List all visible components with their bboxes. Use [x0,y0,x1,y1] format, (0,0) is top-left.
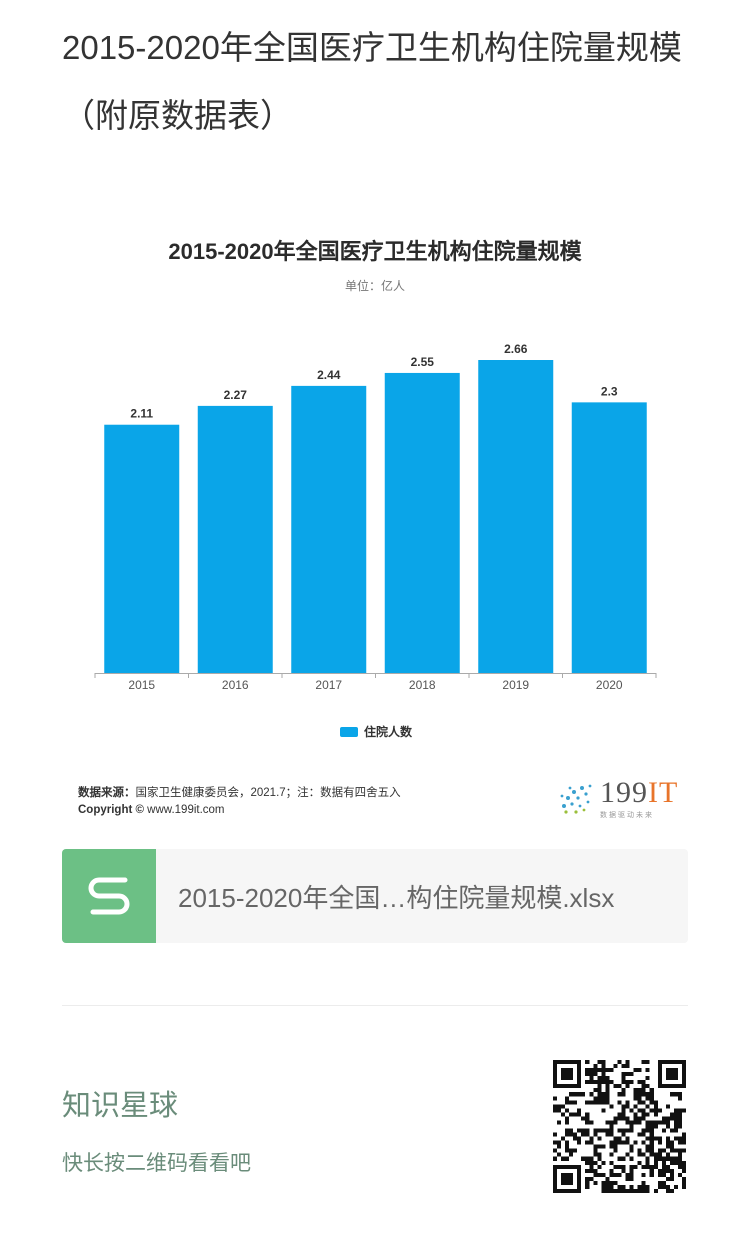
copyright-url: www.199it.com [147,804,225,816]
article-title: 2015-2020年全国医疗卫生机构住院量规模（附原数据表） [62,29,682,134]
bar-2019 [478,360,554,673]
attachment-file-card[interactable]: 2015-2020年全国…构住院量规模.xlsx [62,849,688,943]
attachment-file-name: 2015-2020年全国…构住院量规模.xlsx [178,882,615,913]
bar-chart: 2.11 2015 2.27 2016 2.44 2017 2.55 2018 2.66 2019… [94,342,657,692]
data-source-text: 国家卫生健康委员会，2021.7；注：数据有四舍五入 [135,787,401,799]
x-tick-label-2019: 2019 [502,678,529,692]
promo-hint: 快长按二维码看看吧 [62,1152,251,1175]
x-tick-label-2018: 2018 [409,678,436,692]
chart-title: 2015-2020年全国医疗卫生机构住院量规模 [168,239,582,264]
brand-wordmark: 199IT [600,776,679,809]
qr-code[interactable] [553,1060,686,1193]
x-tick-label-2017: 2017 [315,678,342,692]
legend-label: 住院人数 [364,725,413,739]
data-label-2015: 2.11 [130,407,153,421]
data-source-label: 数据来源： [78,787,136,799]
chart-unit: 单位：亿人 [344,279,405,293]
bar-2018 [384,372,460,673]
divider [62,1005,688,1006]
data-label-2019: 2.66 [504,342,528,356]
chart-card: 2015-2020年全国医疗卫生机构住院量规模 单位：亿人 2.11 2015 2.… [0,200,750,840]
bar-2016 [197,405,273,673]
x-tick-label-2016: 2016 [222,678,249,692]
data-label-2018: 2.55 [411,355,435,369]
copyright-label: Copyright © [78,804,144,816]
data-source: 数据来源：国家卫生健康委员会，2021.7；注：数据有四舍五入 [78,784,401,800]
data-label-2016: 2.27 [224,388,248,402]
legend-swatch [340,726,358,737]
bar-2020 [571,402,647,673]
x-tick-label-2015: 2015 [128,678,155,692]
x-tick-label-2020: 2020 [596,678,623,692]
bar-2015 [104,424,180,673]
promo-title: 知识星球 [62,1090,179,1122]
data-label-2020: 2.3 [601,384,618,398]
spreadsheet-s-icon [62,849,156,943]
chart-legend: 住院人数 [340,723,412,740]
brand-logo-icon [560,784,592,814]
brand-slogan: 数据驱动未来 [600,812,654,819]
bar-2017 [291,385,367,673]
data-label-2017: 2.44 [317,368,341,382]
copyright: Copyright © www.199it.com [78,804,225,816]
